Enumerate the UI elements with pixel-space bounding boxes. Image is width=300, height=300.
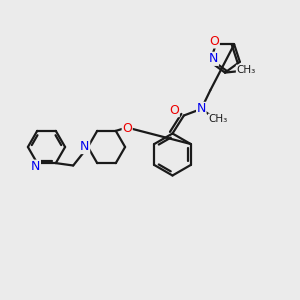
Text: O: O (122, 122, 132, 135)
Text: N: N (31, 160, 40, 173)
Text: CH₃: CH₃ (236, 65, 256, 75)
Text: N: N (196, 102, 206, 116)
Text: O: O (209, 35, 219, 48)
Text: N: N (80, 140, 90, 154)
Text: N: N (209, 52, 218, 65)
Text: O: O (169, 103, 179, 117)
Text: CH₃: CH₃ (208, 114, 228, 124)
